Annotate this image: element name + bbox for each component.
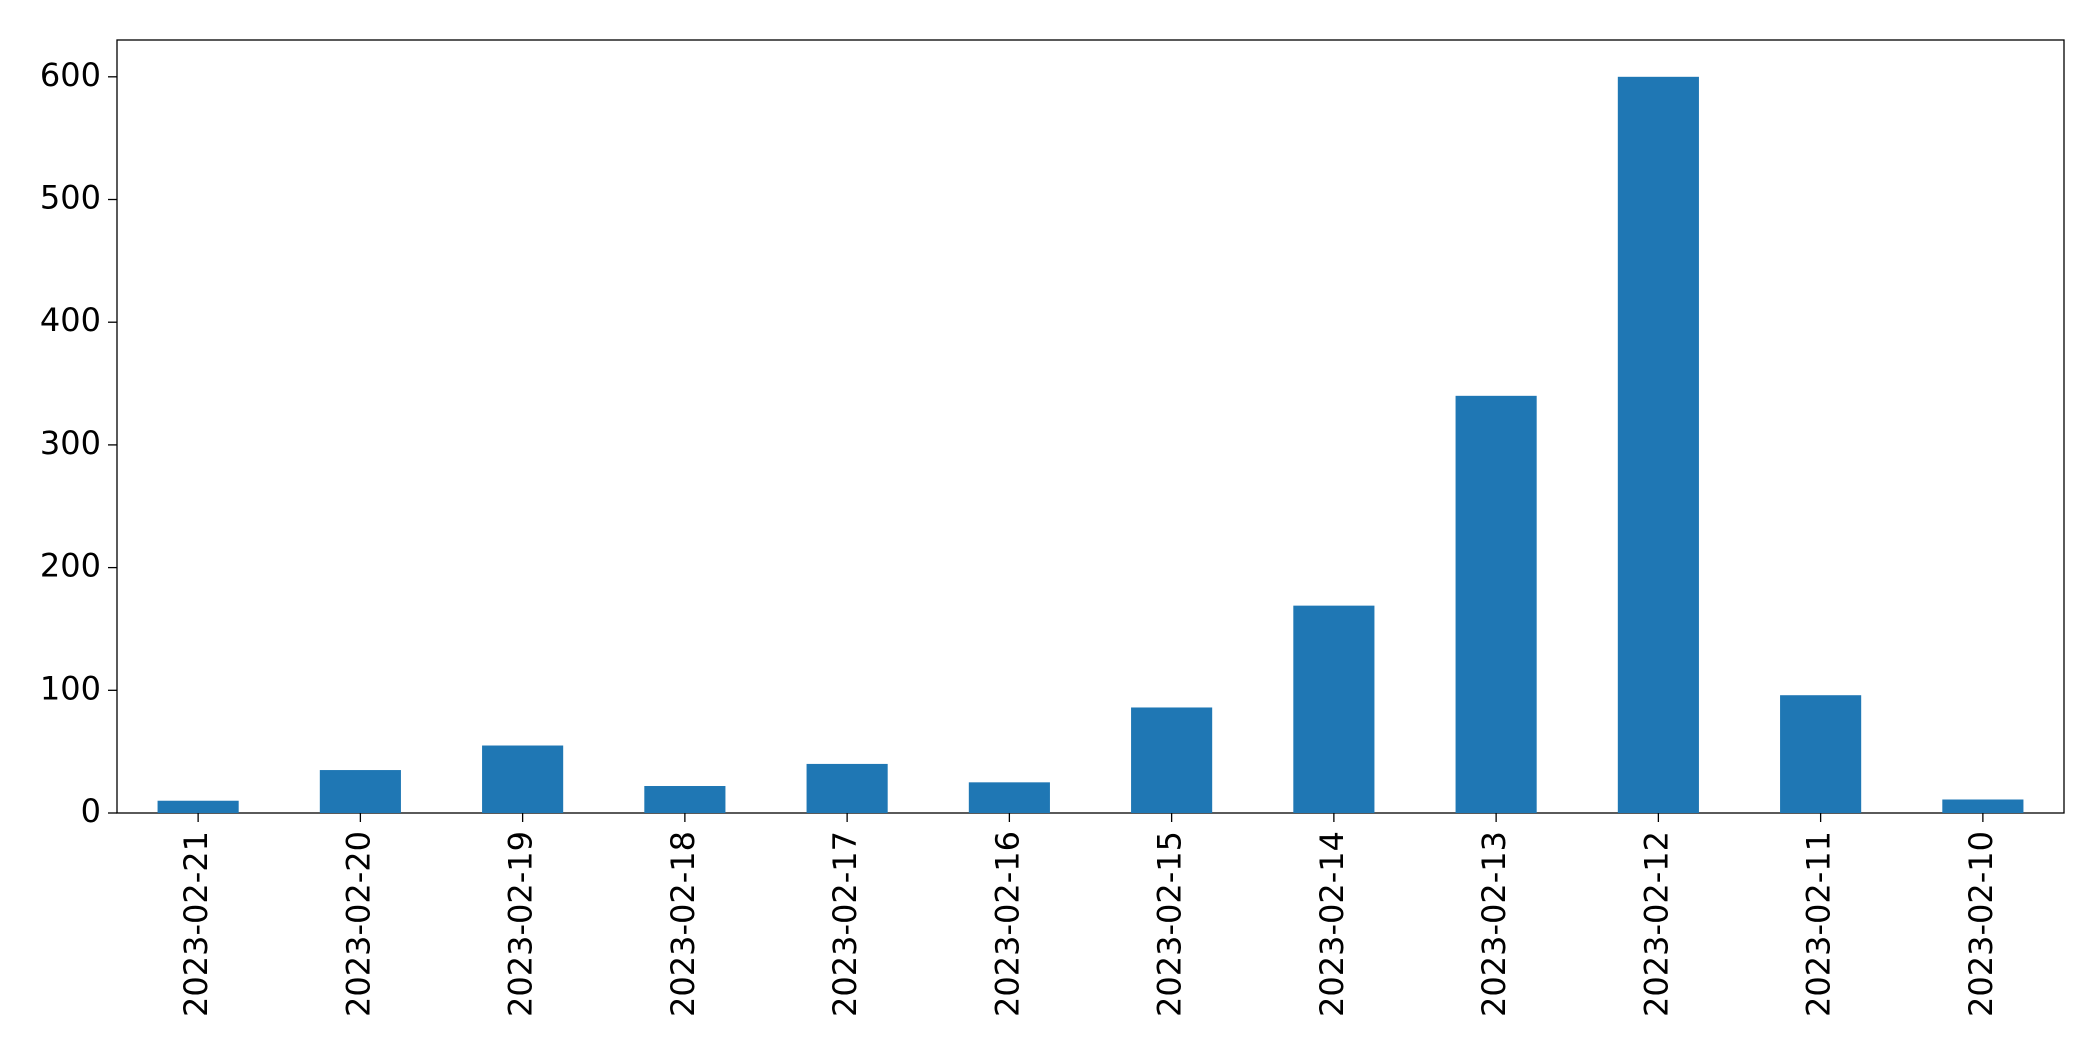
x-tick-label: 2023-02-12 [1637, 831, 1675, 1017]
x-tick-label: 2023-02-20 [339, 831, 377, 1017]
bar [1455, 395, 1537, 813]
bar [1942, 799, 2024, 813]
bar [1617, 76, 1699, 814]
y-tick-label: 400 [40, 301, 101, 339]
bar [157, 800, 239, 813]
y-tick-label: 600 [40, 56, 101, 94]
bar [644, 786, 726, 813]
x-tick-label: 2023-02-18 [664, 831, 702, 1017]
y-tick-label: 0 [81, 792, 101, 830]
plot-frame [116, 39, 2065, 814]
x-tick-label: 2023-02-14 [1313, 831, 1351, 1017]
x-tick-label: 2023-02-10 [1962, 831, 2000, 1017]
x-tick-label: 2023-02-11 [1800, 831, 1838, 1017]
x-tick-label: 2023-02-21 [177, 831, 215, 1017]
y-tick-label: 200 [40, 547, 101, 585]
y-tick-label: 300 [40, 424, 101, 462]
x-tick-label: 2023-02-16 [988, 831, 1026, 1017]
bar [806, 763, 888, 813]
x-tick-label: 2023-02-19 [502, 831, 540, 1017]
y-tick-label: 500 [40, 179, 101, 217]
bar [319, 770, 401, 813]
bar [1131, 707, 1213, 813]
bar [1780, 695, 1862, 813]
bar [968, 782, 1050, 813]
x-tick-label: 2023-02-17 [826, 831, 864, 1017]
x-tick-label: 2023-02-13 [1475, 831, 1513, 1017]
bar [1293, 605, 1375, 813]
bar [482, 745, 564, 813]
y-tick-label: 100 [40, 669, 101, 707]
x-tick-label: 2023-02-15 [1151, 831, 1189, 1017]
